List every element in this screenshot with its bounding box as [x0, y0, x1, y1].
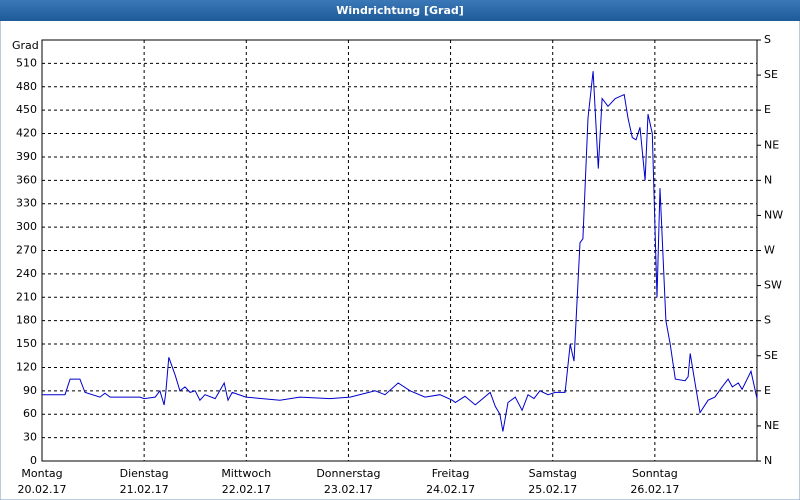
- x-tick-label: Donnerstag: [316, 467, 380, 480]
- x-tick-date: 21.02.17: [120, 483, 169, 496]
- y2-tick-label: SE: [764, 349, 778, 362]
- x-tick-label: Samstag: [529, 467, 577, 480]
- y-tick-label: 300: [16, 220, 37, 233]
- y-tick-label: 480: [16, 80, 37, 93]
- y-tick-label: 90: [23, 384, 37, 397]
- y2-tick-label: SW: [764, 279, 782, 292]
- y-tick-label: 240: [16, 267, 37, 280]
- y-tick-label: 360: [16, 173, 37, 186]
- y2-tick-label: E: [764, 103, 771, 116]
- x-tick-label: Mittwoch: [221, 467, 271, 480]
- y2-tick-label: N: [764, 173, 772, 186]
- y-tick-label: 0: [30, 454, 37, 467]
- line-series: [42, 71, 758, 432]
- y-tick-label: 390: [16, 150, 37, 163]
- y-tick-label: 120: [16, 360, 37, 373]
- y-tick-label: 420: [16, 127, 37, 140]
- x-tick-label: Sonntag: [632, 467, 678, 480]
- y2-tick-label: NE: [764, 138, 779, 151]
- x-tick-date: 22.02.17: [222, 483, 271, 496]
- x-tick-date: 23.02.17: [324, 483, 373, 496]
- chart-title: Windrichtung [Grad]: [336, 4, 464, 17]
- y2-tick-label: S: [764, 33, 771, 46]
- y-tick-label: 60: [23, 407, 37, 420]
- y2-tick-label: NE: [764, 419, 779, 432]
- x-tick-label: Dienstag: [120, 467, 169, 480]
- y2-tick-label: W: [764, 244, 775, 257]
- y-tick-label: 150: [16, 337, 37, 350]
- x-tick-date: 20.02.17: [18, 483, 67, 496]
- title-bar: [0, 0, 800, 21]
- y2-tick-label: N: [764, 454, 772, 467]
- y2-tick-label: SE: [764, 68, 778, 81]
- y-tick-label: 330: [16, 197, 37, 210]
- x-tick-label: Freitag: [432, 467, 470, 480]
- y-tick-label: 210: [16, 290, 37, 303]
- y2-tick-label: S: [764, 314, 771, 327]
- y-tick-label: 180: [16, 314, 37, 327]
- y2-tick-label: NW: [764, 208, 783, 221]
- y-tick-label: 510: [16, 56, 37, 69]
- x-tick-date: 25.02.17: [528, 483, 577, 496]
- y-tick-label: 270: [16, 244, 37, 257]
- x-tick-label: Montag: [21, 467, 62, 480]
- y-tick-label: 30: [23, 431, 37, 444]
- y-tick-label: 450: [16, 103, 37, 116]
- x-tick-date: 26.02.17: [630, 483, 679, 496]
- x-tick-date: 24.02.17: [426, 483, 475, 496]
- y-axis-label: Grad: [12, 39, 39, 52]
- y2-tick-label: E: [764, 384, 771, 397]
